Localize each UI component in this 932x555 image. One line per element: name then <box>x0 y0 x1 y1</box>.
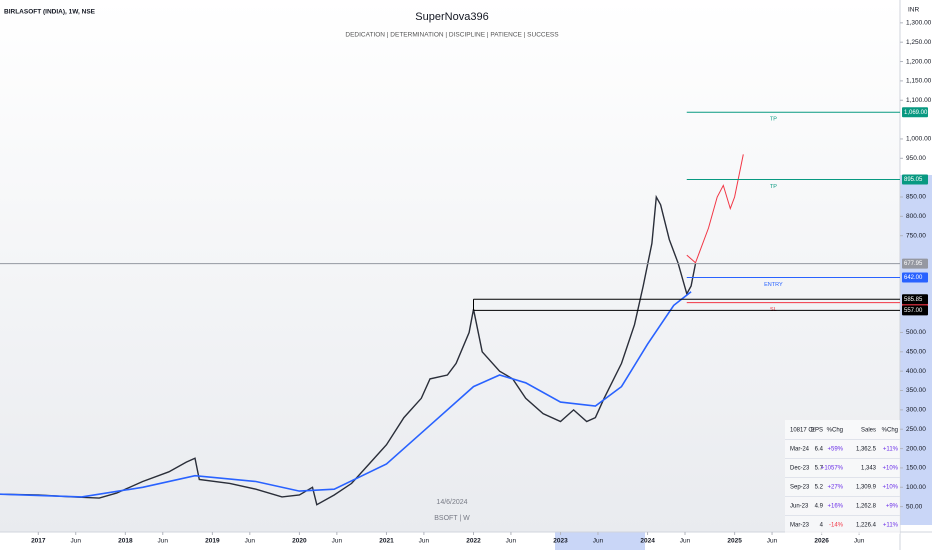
x-tick-label: 2018 <box>118 538 133 545</box>
table-cell: +16% <box>827 504 843 510</box>
price-tag <box>902 174 928 185</box>
y-tick-label: 1,300.00 <box>906 20 932 27</box>
axis-highlight <box>900 175 932 525</box>
x-tick-label: 2024 <box>640 538 655 545</box>
y-tick-label: 450.00 <box>906 349 926 356</box>
table-cell: 1,362.5 <box>856 447 877 453</box>
x-tick-label: Jun <box>767 538 778 545</box>
table-cell: +1057% <box>821 466 844 472</box>
price-tag <box>902 305 928 316</box>
table-header: EPS <box>811 428 823 434</box>
chart-title: SuperNova396 <box>415 11 488 23</box>
table-cell: +9% <box>886 504 899 510</box>
table-header: Sales <box>861 428 876 434</box>
price-tag <box>902 294 928 305</box>
price-tag-label: 1,069.00 <box>904 110 928 116</box>
table-cell: 1,343 <box>861 466 877 472</box>
y-tick-label: 250.00 <box>906 426 926 433</box>
table-cell: Dec-23 <box>790 466 810 472</box>
price-tag-label: 642.00 <box>904 275 923 281</box>
currency: INR <box>908 7 920 14</box>
x-tick-label: Jun <box>332 538 343 545</box>
y-tick-label: 300.00 <box>906 407 926 414</box>
table-cell: 1,226.4 <box>856 523 877 529</box>
y-tick-label: 1,000.00 <box>906 136 932 143</box>
y-tick-label: 1,200.00 <box>906 58 932 65</box>
series-line <box>686 154 744 264</box>
price-tag <box>902 107 928 118</box>
table-cell: 5.7 <box>815 466 824 472</box>
x-tick-label: Jun <box>854 538 865 545</box>
y-tick-label: 1,100.00 <box>906 97 932 104</box>
y-tick-label: 850.00 <box>906 194 926 201</box>
x-tick-label: Jun <box>506 538 517 545</box>
watermark-symbol: BSOFT | W <box>434 515 470 522</box>
x-tick-label: 2021 <box>379 538 394 545</box>
watermark-date: 14/6/2024 <box>436 499 467 506</box>
symbol: BIRLASOFT (INDIA), 1W, NSE <box>4 9 96 16</box>
price-tag-label: 557.00 <box>904 308 923 314</box>
table-header: 10817 Cr <box>790 428 815 434</box>
x-tick-label: Jun <box>158 538 169 545</box>
y-tick-label: 1,250.00 <box>906 39 932 46</box>
x-tick-label: 2026 <box>814 538 829 545</box>
y-tick-label: 400.00 <box>906 368 926 375</box>
table-cell: +11% <box>883 447 899 453</box>
x-tick-label: 2017 <box>31 538 46 545</box>
x-tick-label: 2025 <box>727 538 742 545</box>
table-header: %Chg <box>882 428 898 434</box>
table-cell: 1,262.8 <box>856 504 877 510</box>
table-cell: -14% <box>829 523 844 529</box>
y-tick-label: 1,150.00 <box>906 78 932 85</box>
table-cell: 4 <box>820 523 824 529</box>
price-tag <box>902 272 928 283</box>
level-label: TP <box>770 184 777 190</box>
y-tick-label: 500.00 <box>906 329 926 336</box>
y-tick-label: 200.00 <box>906 445 926 452</box>
price-tag-label: 895.05 <box>904 177 923 183</box>
y-tick-label: 800.00 <box>906 213 926 220</box>
table-cell: Mar-24 <box>790 447 810 453</box>
series-line <box>0 194 697 506</box>
axis-highlight <box>555 532 645 550</box>
chart-subtitle: DEDICATION | DETERMINATION | DISCIPLINE … <box>345 32 559 39</box>
price-tag-label: 585.85 <box>904 297 923 303</box>
y-tick-label: 350.00 <box>906 387 926 394</box>
table-cell: 1,309.9 <box>856 485 877 491</box>
price-tag-label: 677.95 <box>904 261 923 267</box>
table-cell: +27% <box>827 485 843 491</box>
x-tick-label: Jun <box>70 538 81 545</box>
table-cell: 4.9 <box>815 504 824 510</box>
x-tick-label: 2023 <box>553 538 568 545</box>
x-tick-label: Jun <box>419 538 430 545</box>
plot-background <box>0 0 900 532</box>
table-cell: +59% <box>827 447 843 453</box>
table-cell: +10% <box>882 466 898 472</box>
table-cell: +10% <box>882 485 898 491</box>
table-cell: 5.2 <box>815 485 824 491</box>
x-tick-label: 2022 <box>466 538 481 545</box>
table-cell: +11% <box>883 523 899 529</box>
price-tag <box>902 258 928 269</box>
table-cell: 6.4 <box>815 447 824 453</box>
y-tick-label: 750.00 <box>906 232 926 239</box>
y-tick-label: 100.00 <box>906 484 926 491</box>
level-label: TP <box>770 117 777 123</box>
x-tick-label: Jun <box>680 538 691 545</box>
x-tick-label: 2020 <box>292 538 307 545</box>
table-cell: Mar-23 <box>790 523 810 529</box>
level-label: ENTRY <box>764 282 783 288</box>
table-cell: Jun-23 <box>790 504 809 510</box>
y-tick-label: 950.00 <box>906 155 926 162</box>
table-header: %Chg <box>827 428 843 434</box>
series-line <box>0 291 692 498</box>
y-tick-label: 50.00 <box>906 503 923 510</box>
x-tick-label: Jun <box>593 538 604 545</box>
x-tick-label: 2019 <box>205 538 220 545</box>
x-tick-label: Jun <box>245 538 256 545</box>
y-tick-label: 150.00 <box>906 465 926 472</box>
table-cell: Sep-23 <box>790 485 810 491</box>
